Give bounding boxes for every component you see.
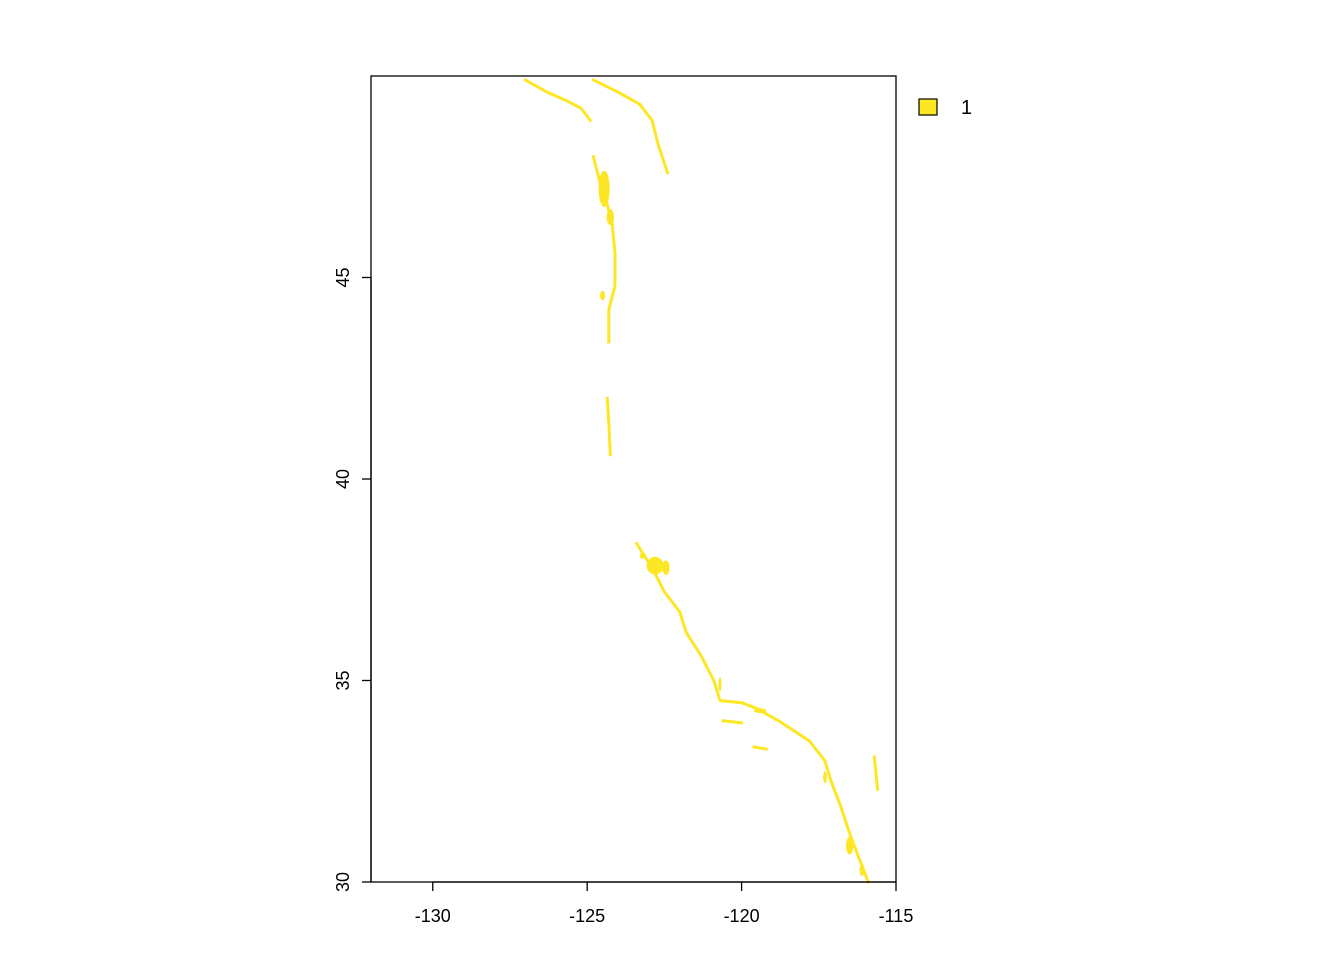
raster-coast-segment-5 [721, 719, 744, 725]
raster-coast-segment-6 [752, 745, 769, 751]
x-tick-label: -130 [415, 906, 451, 926]
raster-layer [523, 77, 880, 884]
legend-label: 1 [961, 97, 972, 119]
x-axis: -130 -125 -120 -115 [415, 881, 914, 926]
y-axis: 30 35 40 45 [333, 267, 372, 892]
x-tick-label: -120 [724, 906, 760, 926]
x-tick-label: -125 [569, 906, 605, 926]
raster-cluster-3 [646, 556, 664, 575]
raster-coast-segment-4 [591, 77, 670, 175]
raster-coast-segment-2 [634, 541, 871, 884]
raster-cluster-2 [600, 290, 606, 301]
raster-cluster-8 [845, 836, 854, 855]
legend: 1 [918, 97, 972, 119]
x-tick-label: -115 [879, 906, 914, 926]
legend-swatch [918, 98, 938, 116]
raster-cluster-7 [823, 771, 827, 784]
y-tick-label: 45 [333, 267, 353, 287]
raster-coast-segment-1 [605, 396, 612, 457]
y-tick-label: 35 [333, 670, 353, 690]
raster-cluster-4 [662, 560, 670, 575]
raster-cluster-6 [753, 708, 767, 714]
raster-cluster-5 [718, 677, 722, 692]
raster-cluster-0 [598, 170, 610, 207]
raster-coast-segment-3 [523, 77, 593, 123]
plot-frame [370, 75, 897, 883]
raster-coast-segment-7 [872, 755, 880, 791]
raster-cluster-9 [859, 863, 865, 876]
raster-cluster-10 [639, 552, 646, 559]
y-tick-label: 40 [333, 469, 353, 489]
y-tick-label: 30 [333, 872, 353, 892]
raster-cluster-1 [606, 208, 615, 226]
